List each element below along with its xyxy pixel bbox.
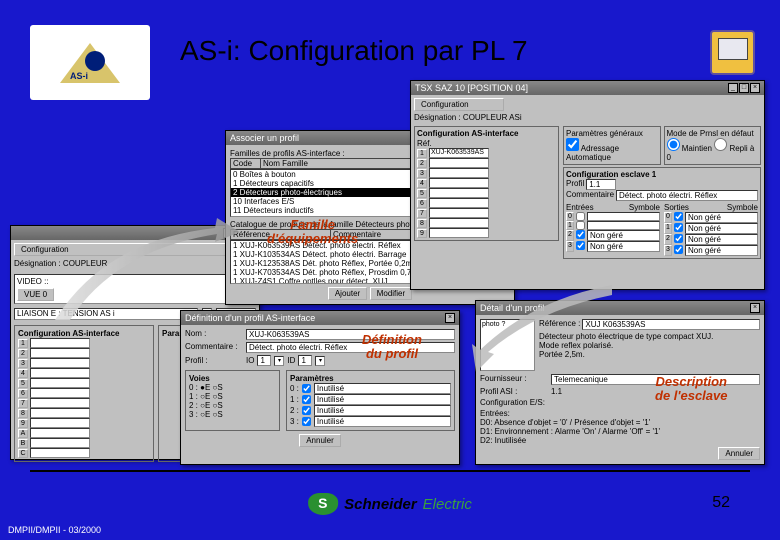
- entries-col: Symbole: [629, 203, 660, 212]
- desc-2: Mode reflex polarisé.: [539, 341, 760, 350]
- def-titlebar: Définition d'un profil AS-interface ×: [181, 311, 459, 325]
- sorties-grid: 0Non géré1Non géré2Non géré3Non géré: [664, 212, 758, 256]
- dropdown-arrow-icon[interactable]: ▾: [315, 356, 325, 366]
- mode-opt2[interactable]: [714, 138, 727, 151]
- io-a-label: IO: [246, 356, 254, 365]
- logo-triangle: AS-i: [60, 43, 120, 83]
- detail-profil-label: Profil ASI :: [480, 387, 548, 396]
- configuration-btn2[interactable]: Configuration: [414, 98, 504, 111]
- desc-1: Détecteur photo électrique de type compa…: [539, 332, 760, 341]
- schneider-badge-icon: [308, 493, 338, 515]
- cancel-button[interactable]: Annuler: [718, 447, 760, 460]
- page-title: AS-i: Configuration par PL 7: [180, 35, 528, 67]
- brand-name1: Schneider: [344, 496, 417, 513]
- schneider-logo: Schneider Electric: [308, 493, 472, 515]
- page-number: 52: [712, 494, 730, 512]
- modify-button[interactable]: Modifier: [370, 287, 412, 300]
- mode-header: Mode de Prnsl en défaut: [667, 129, 759, 138]
- sorties-col: Symbole: [727, 203, 758, 212]
- entries-header: Entrées: [566, 203, 629, 212]
- slot-grid: 123456789ABC: [18, 338, 150, 458]
- tsx-titlebar: TSX SAZ 10 [POSITION 04] _□×: [411, 81, 764, 95]
- io-b-label: ID: [287, 356, 295, 365]
- cancel-button[interactable]: Annuler: [299, 434, 341, 447]
- voies-header: Voies: [189, 374, 276, 383]
- def-comment-value[interactable]: Détect. photo électri. Réflex: [246, 342, 455, 353]
- computer-icon: [710, 30, 755, 75]
- vue-btn[interactable]: VUE 0: [17, 288, 54, 301]
- io-a-value[interactable]: 1: [257, 355, 271, 366]
- divider: [30, 470, 750, 472]
- d0-line: D0: Absence d'objet = '0' / Présence d'o…: [480, 418, 760, 427]
- dropdown-arrow-icon[interactable]: ▾: [274, 356, 284, 366]
- tsx-window: TSX SAZ 10 [POSITION 04] _□× Configuratio…: [410, 80, 765, 290]
- voies-rows: 0 : ●E ○S1 : ○E ○S2 : ○E ○S3 : ○E ○S: [189, 383, 276, 419]
- add-button[interactable]: Ajouter: [328, 287, 367, 300]
- desc-3: Portée 2,5m.: [539, 350, 760, 359]
- auto-checkbox[interactable]: [566, 138, 579, 151]
- logo-text: AS-i: [70, 71, 88, 81]
- sorties-header: Sorties: [664, 203, 727, 212]
- ref-label: Référence :: [539, 319, 580, 330]
- asi-logo: AS-i: [30, 25, 150, 100]
- detail-titlebar: Détail d'un profil ×: [476, 301, 764, 315]
- window-controls[interactable]: _□×: [728, 83, 760, 93]
- ref-label: Réf.: [417, 139, 439, 148]
- col-code: Code: [231, 159, 261, 168]
- def-comment-label: Commentaire :: [185, 342, 243, 353]
- comment-label: Commentaire: [566, 190, 614, 201]
- ref-value: XUJ K063539AS: [582, 319, 760, 330]
- def-title: Définition d'un profil AS-interface: [185, 313, 315, 323]
- detail-profil-value: 1.1: [551, 387, 562, 396]
- def-params-header: Paramètres: [290, 374, 451, 383]
- config-asi-header: Configuration AS-interface: [18, 329, 150, 338]
- profil-label: Profil: [566, 179, 584, 190]
- annot-definition: Définitiondu profil: [362, 333, 422, 360]
- tsx-designation: Désignation : COUPLEUR ASi: [414, 113, 761, 122]
- annot-famille: Familled'équipements: [267, 218, 358, 245]
- entrees-label: Entrées:: [480, 409, 760, 418]
- name-value[interactable]: XUJ-K063539AS: [246, 329, 455, 340]
- tsx-title: TSX SAZ 10 [POSITION 04]: [415, 83, 528, 93]
- slave-header: Configuration esclave 1: [566, 170, 758, 179]
- def-params-rows: 0 :Inutilisé1 :Inutilisé2 :Inutilisé3 :I…: [290, 383, 451, 427]
- d1-line: D1: Environnement : Alarme 'On' / Alarme…: [480, 427, 760, 436]
- footer-text: DMPII/DMPII - 03/2000: [8, 525, 101, 535]
- name-label: Nom :: [185, 329, 243, 340]
- assoc-title: Associer un profil: [230, 133, 299, 143]
- def-profil-label: Profil :: [185, 356, 243, 365]
- mode-opt1[interactable]: [667, 138, 680, 151]
- entries-grid: 012Non géré3Non géré: [566, 212, 660, 252]
- logo-circle: [85, 51, 105, 71]
- photo-placeholder: photo ?: [480, 319, 535, 371]
- window-controls[interactable]: ×: [445, 313, 455, 323]
- io-b-value[interactable]: 1: [298, 355, 312, 366]
- window-controls[interactable]: ×: [750, 303, 760, 313]
- mode-opt1-label: Maintien: [682, 144, 712, 153]
- config-titlebar: _□×: [11, 226, 259, 240]
- profil-value: 1.1: [586, 179, 616, 190]
- designation-label: Désignation : COUPLEUR: [14, 259, 256, 268]
- d2-line: D2: Inutilisée: [480, 436, 760, 445]
- fournisseur-label: Fournisseur :: [480, 374, 548, 385]
- video-label: VIDEO ::: [17, 277, 253, 286]
- annot-description: Descriptionde l'esclave: [655, 375, 727, 402]
- tsx-slots[interactable]: 1XUJ-K063539AS23456789: [417, 148, 556, 238]
- comment-value: Détect. photo électri. Réflex: [616, 190, 758, 201]
- brand-name2: Electric: [423, 496, 472, 513]
- tsx-section: Configuration AS-interface: [417, 129, 556, 138]
- liaison-field: LIAISON E : TENSION AS i: [14, 308, 198, 320]
- configuration-btn[interactable]: Configuration: [14, 243, 256, 256]
- detail-title: Détail d'un profil: [480, 303, 544, 313]
- params-gen-header: Paramètres généraux: [566, 129, 658, 138]
